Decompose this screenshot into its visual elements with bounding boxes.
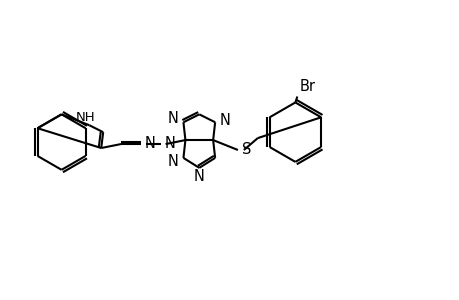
Text: Br: Br [299, 79, 315, 94]
Text: N: N [164, 136, 175, 151]
Text: N: N [167, 154, 178, 169]
Text: N: N [219, 113, 230, 128]
Text: S: S [241, 142, 251, 157]
Text: N: N [193, 169, 204, 184]
Text: N: N [145, 136, 155, 151]
Text: NH: NH [75, 111, 95, 124]
Text: N: N [167, 111, 178, 126]
